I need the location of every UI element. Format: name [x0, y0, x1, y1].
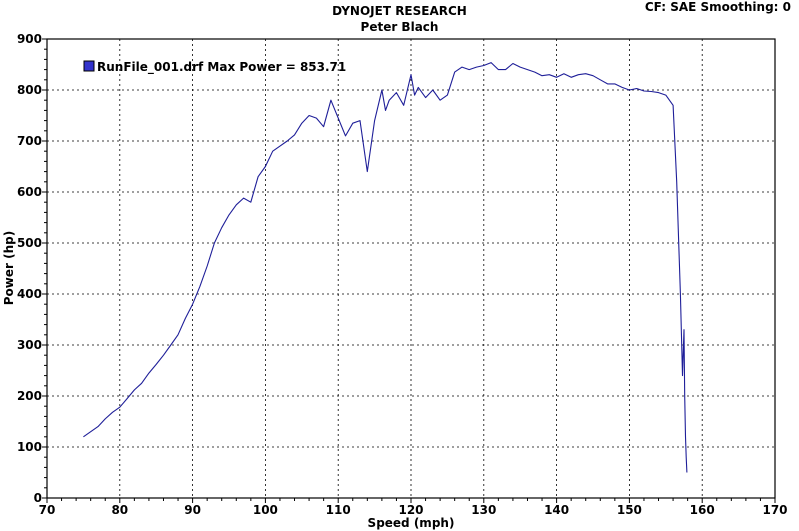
y-tick-label: 100: [17, 440, 42, 454]
legend-swatch: [83, 60, 95, 72]
y-tick-label: 200: [17, 389, 42, 403]
legend: RunFile_001.drf Max Power = 853.71: [83, 60, 346, 75]
x-tick-label: 120: [398, 503, 423, 517]
settings-readout: CF: SAE Smoothing: 0: [644, 0, 791, 14]
x-tick-label: 110: [326, 503, 351, 517]
y-tick-label: 800: [17, 83, 42, 97]
y-tick-label: 300: [17, 338, 42, 352]
x-tick-label: 160: [690, 503, 715, 517]
x-tick-label: 100: [253, 503, 278, 517]
x-tick-label: 70: [39, 503, 56, 517]
x-tick-label: 140: [544, 503, 569, 517]
y-tick-label: 900: [17, 32, 42, 46]
series-layer: [83, 62, 688, 473]
x-tick-label: 150: [617, 503, 642, 517]
x-tick-label: 90: [184, 503, 201, 517]
x-tick-label: 170: [762, 503, 787, 517]
grid: [47, 39, 775, 498]
y-tick-label: 500: [17, 236, 42, 250]
legend-label: RunFile_001.drf Max Power = 853.71: [97, 60, 346, 75]
y-axis-label: Power (hp): [2, 231, 16, 305]
x-tick-label: 130: [471, 503, 496, 517]
y-tick-label: 600: [17, 185, 42, 199]
y-tick-label: 400: [17, 287, 42, 301]
axis-ticks: 70 80 90 100 110 120 130 140 150 160 170 0 100 200 300…: [17, 32, 788, 517]
series-line: [83, 62, 688, 473]
x-tick-label: 80: [111, 503, 128, 517]
x-axis-label: Speed (mph): [368, 516, 455, 530]
y-tick-label: 0: [34, 491, 42, 505]
y-tick-label: 700: [17, 134, 42, 148]
chart-subtitle: Peter Blach: [360, 20, 439, 34]
chart-title: DYNOJET RESEARCH: [332, 4, 467, 18]
